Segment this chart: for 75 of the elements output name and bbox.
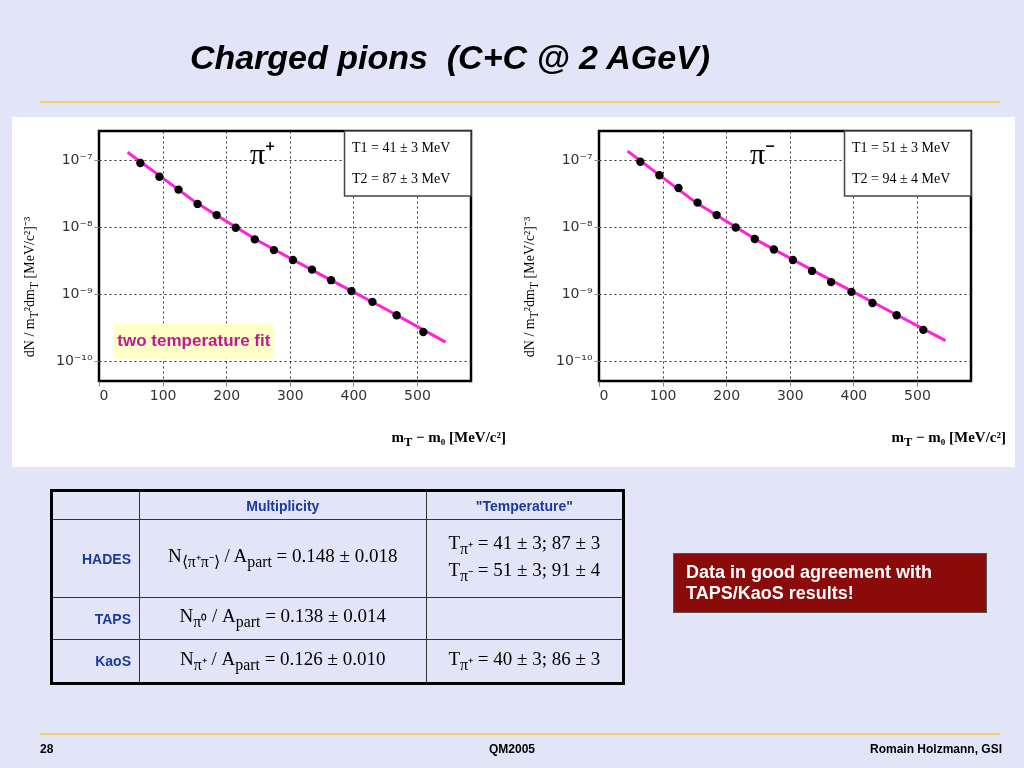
x-axis-title: m$_{T}$ − m₀ [MeV/c²] [391, 429, 506, 450]
point [250, 235, 259, 244]
point [769, 245, 779, 254]
point [693, 198, 702, 207]
annotation: T2 = 87 ± 3 MeV [351, 171, 451, 186]
point [231, 223, 240, 232]
text: KaoS [51, 639, 140, 684]
y-tick-label: 10⁻¹⁰ [556, 352, 593, 369]
text: N$_{π⁺}$ / A$_{part}$ = 0.126 ± 0.010 [139, 639, 427, 684]
chart-title: π⁻ [750, 137, 776, 170]
chart-title: π⁺ [250, 137, 276, 170]
text: T$_{π⁻}$ = 51 ± 3; 91 ± 4 [448, 558, 601, 584]
text: TAPS [51, 597, 140, 640]
text: Romain Holzmann, GSI [869, 742, 1002, 756]
y-tick-label: 10⁻¹⁰ [56, 352, 93, 369]
text: N$_{π⁰}$ / A$_{part}$ = 0.138 ± 0.014 [139, 597, 427, 640]
text: N$_{⟨π⁺π⁻⟩}$ / A$_{part}$ = 0.148 ± 0.018 [139, 519, 427, 598]
y-tick-label: 10⁻⁹ [561, 285, 593, 302]
y-tick-label: 10⁻⁷ [561, 151, 593, 168]
x-tick-label: 0 [599, 386, 609, 403]
x-tick-label: 500 [404, 386, 431, 403]
point [392, 311, 401, 320]
point [288, 255, 298, 265]
point [193, 199, 202, 209]
point [326, 276, 336, 285]
point [368, 297, 377, 307]
point [155, 172, 164, 181]
text: Charged pions (C+C @ 2 AGeV) [188, 38, 712, 77]
x-tick-label: 200 [713, 386, 741, 403]
annotation: T1 = 41 ± 3 MeV [351, 140, 451, 155]
point [136, 158, 145, 168]
x-tick-label: 100 [149, 386, 177, 403]
x-tick-label: 300 [776, 386, 804, 403]
y-tick-label: 10⁻⁸ [561, 218, 593, 235]
x-tick-label: 200 [213, 386, 241, 403]
point [655, 171, 664, 180]
point [212, 210, 221, 220]
x-axis-title: m$_{T}$ − m₀ [MeV/c²] [891, 429, 1006, 450]
x-tick-label: 400 [840, 386, 868, 403]
point [807, 266, 817, 276]
text: "Temperature" [426, 490, 624, 520]
annotation: two temperature fit [117, 331, 271, 350]
x-tick-label: 300 [276, 386, 304, 403]
point [847, 287, 856, 297]
text: 28 [40, 742, 54, 756]
text: HADES [51, 519, 140, 598]
point [788, 255, 798, 265]
point [826, 277, 836, 287]
point [419, 327, 428, 337]
text: T$_{π⁺}$ = 41 ± 3; 87 ± 3 [448, 531, 601, 557]
annotation: T2 = 94 ± 4 MeV [851, 171, 951, 186]
point [674, 183, 683, 193]
x-tick-label: 500 [904, 386, 931, 403]
text: Multiplicity [139, 490, 427, 520]
x-tick-label: 100 [649, 386, 677, 403]
point [731, 223, 740, 232]
x-tick-label: 400 [340, 386, 368, 403]
y-tick-label: 10⁻⁹ [61, 285, 93, 302]
text: QM2005 [488, 742, 536, 756]
point [307, 265, 317, 274]
point [750, 234, 759, 244]
x-tick-label: 0 [99, 386, 109, 403]
text: T$_{π⁺}$ = 40 ± 3; 86 ± 3 [426, 639, 624, 684]
point [919, 325, 928, 335]
annotation: T1 = 51 ± 3 MeV [851, 140, 951, 155]
text: Data in good agreement with TAPS/KaoS results! [673, 553, 987, 613]
point [868, 298, 877, 308]
point [347, 286, 356, 296]
point [892, 311, 901, 320]
y-tick-label: 10⁻⁸ [61, 218, 93, 235]
point [712, 210, 721, 220]
y-tick-label: 10⁻⁷ [61, 151, 93, 168]
point [269, 245, 279, 255]
point [636, 157, 645, 166]
point [174, 185, 183, 194]
